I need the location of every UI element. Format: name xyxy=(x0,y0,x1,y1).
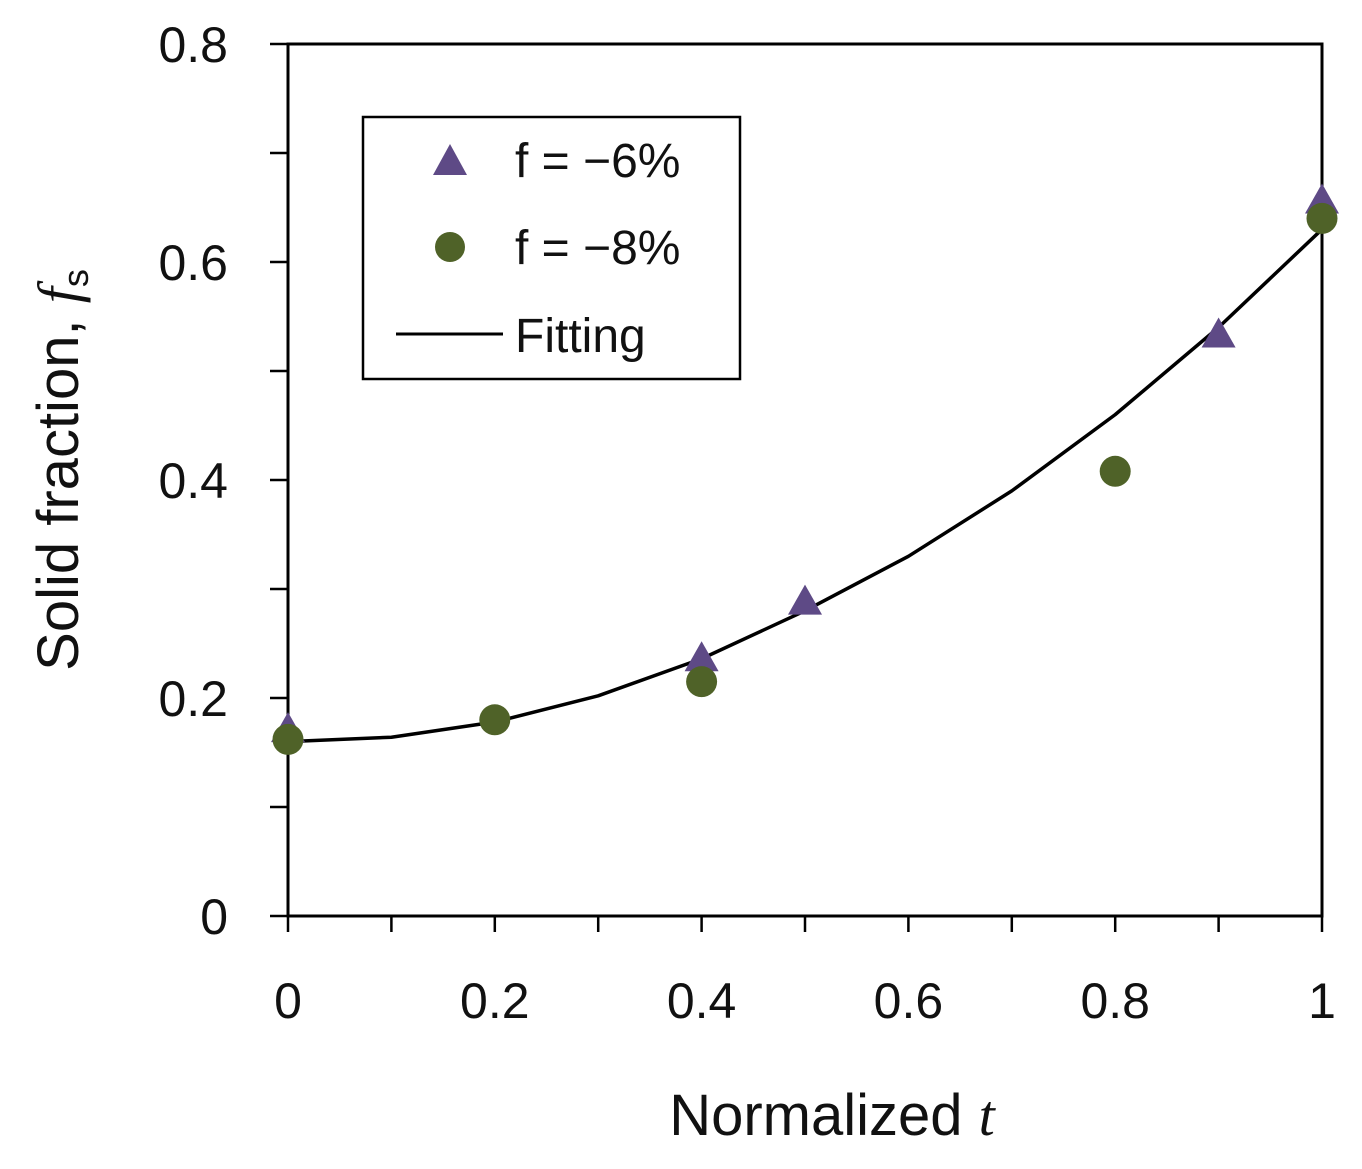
triangle-marker-1 xyxy=(684,641,719,672)
legend-label-series-3: Fitting xyxy=(515,310,646,363)
x-tick-label-3: 0.6 xyxy=(874,973,944,1029)
y-tick-label-3: 0.6 xyxy=(158,235,228,291)
triangle-marker-3 xyxy=(1201,317,1236,348)
legend-label-series-1: f = −6% xyxy=(515,135,680,188)
legend: f = −6% f = −8% Fitting xyxy=(361,115,742,381)
circle-marker-3 xyxy=(1099,455,1131,487)
x-axis-title-var: t xyxy=(979,1083,997,1148)
x-axis-title-text: Normalized xyxy=(669,1083,962,1148)
circle-marker-4 xyxy=(1306,202,1338,234)
y-tick-label-0: 0 xyxy=(200,889,228,945)
circle-marker-0 xyxy=(272,723,304,755)
circle-marker-2 xyxy=(686,666,718,698)
x-tick-label-2: 0.4 xyxy=(667,973,737,1029)
y-axis-title-text: Solid fraction, xyxy=(26,319,91,670)
y-axis-title-subscript: s xyxy=(55,269,96,287)
legend-triangle-marker xyxy=(433,144,467,175)
x-tick-label-1: 0.2 xyxy=(460,973,530,1029)
triangle-marker-2 xyxy=(788,584,822,615)
data-markers xyxy=(271,183,1339,755)
axis-ticks xyxy=(270,42,1324,932)
y-axis-title: Solid fraction, fs xyxy=(26,269,96,671)
y-tick-label-4: 0.8 xyxy=(158,17,228,73)
axis-tick-labels: 0 0.2 0.4 0.6 0.8 1 0 0.2 0.4 0.6 0.8 xyxy=(158,17,1335,1029)
y-tick-label-2: 0.4 xyxy=(158,453,228,509)
legend-circle-marker xyxy=(435,232,465,262)
x-tick-label-5: 1 xyxy=(1308,973,1336,1029)
legend-label-series-2: f = −8% xyxy=(515,222,680,275)
circle-marker-1 xyxy=(479,704,511,736)
x-tick-label-0: 0 xyxy=(274,973,302,1029)
x-axis-title: Normalized t xyxy=(669,1083,996,1148)
x-tick-label-4: 0.8 xyxy=(1080,973,1150,1029)
y-tick-label-1: 0.2 xyxy=(158,671,228,727)
